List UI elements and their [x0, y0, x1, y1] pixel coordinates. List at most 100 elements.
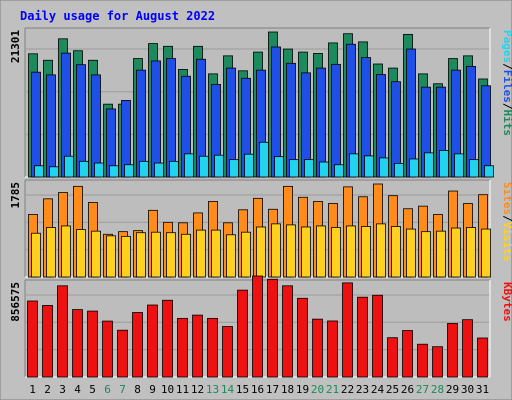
- x-tick-day-29: 29: [446, 383, 459, 396]
- bar-kbytes-day-1: [27, 300, 38, 378]
- bar-kbytes-day-29: [447, 323, 458, 378]
- x-tick-day-15: 15: [236, 383, 249, 396]
- bar-pages-day-10: [169, 160, 179, 178]
- x-tick-day-14: 14: [221, 383, 235, 396]
- x-tick-day-6: 6: [104, 383, 111, 396]
- bar-pages-day-11: [184, 153, 194, 178]
- bar-kbytes-day-10: [162, 299, 173, 378]
- bar-pages-day-3: [64, 155, 74, 178]
- legend-item: Pages: [501, 30, 512, 63]
- bar-pages-day-6: [109, 165, 119, 178]
- bar-files-day-9: [151, 60, 161, 178]
- bar-pages-day-9: [154, 162, 164, 178]
- bar-sites-day-16: [256, 226, 266, 278]
- bar-sites-day-13: [211, 229, 221, 278]
- bar-sites-day-22: [346, 225, 356, 278]
- legend-item: Sites: [501, 182, 512, 215]
- bar-sites-day-27: [421, 231, 431, 278]
- x-tick-day-27: 27: [416, 383, 429, 396]
- bar-kbytes-day-22: [342, 282, 353, 378]
- x-tick-day-19: 19: [296, 383, 309, 396]
- x-tick-day-2: 2: [44, 383, 51, 396]
- x-tick-day-7: 7: [119, 383, 126, 396]
- x-tick-day-25: 25: [386, 383, 399, 396]
- x-tick-day-10: 10: [161, 383, 174, 396]
- bar-kbytes-day-19: [297, 297, 308, 378]
- bar-kbytes-day-17: [267, 278, 278, 378]
- bar-sites-day-4: [76, 229, 86, 278]
- bar-files-day-5: [91, 74, 101, 178]
- bar-pages-day-25: [394, 162, 404, 178]
- bar-kbytes-day-26: [402, 330, 413, 378]
- panel-max-label: 1785: [9, 182, 22, 209]
- bar-sites-day-2: [46, 227, 56, 278]
- bar-pages-day-18: [289, 159, 299, 178]
- bar-pages-day-21: [334, 164, 344, 178]
- bar-pages-day-29: [454, 153, 464, 178]
- x-axis-day-labels: 1 2 3 4 5 6 7 8 9 10 11 12 13 14 15 16 17 18 19 20 21 22 23 24 2…: [29, 383, 489, 396]
- bar-kbytes-day-9: [147, 304, 158, 378]
- bar-sites-day-25: [391, 226, 401, 278]
- bar-sites-day-31: [481, 228, 491, 278]
- bar-pages-day-19: [304, 159, 314, 178]
- bar-kbytes-day-24: [372, 294, 383, 378]
- bar-files-day-21: [331, 63, 341, 178]
- legend-item: KBytes: [501, 282, 512, 322]
- legend-item: /: [501, 63, 512, 70]
- panel-visits_sites: 1785 Sites/Visits: [9, 179, 512, 278]
- bar-kbytes-day-12: [192, 314, 203, 378]
- bar-pages-day-30: [469, 159, 479, 178]
- x-tick-day-11: 11: [176, 383, 189, 396]
- bar-kbytes-day-23: [357, 296, 368, 378]
- bar-pages-day-16: [259, 141, 269, 178]
- bar-pages-day-23: [364, 155, 374, 178]
- bar-kbytes-day-18: [282, 285, 293, 378]
- x-tick-day-4: 4: [74, 383, 81, 396]
- bar-sites-day-8: [136, 232, 146, 278]
- bar-pages-day-22: [349, 153, 359, 178]
- bar-files-day-26: [406, 48, 416, 178]
- bar-pages-day-13: [214, 154, 224, 178]
- x-tick-day-28: 28: [431, 383, 444, 396]
- x-tick-day-16: 16: [251, 383, 264, 396]
- bar-kbytes-day-4: [72, 309, 83, 378]
- bar-sites-day-29: [451, 227, 461, 278]
- bar-sites-day-6: [106, 235, 116, 278]
- panel-legend: Sites/Visits: [501, 182, 512, 262]
- bar-kbytes-day-13: [207, 317, 218, 378]
- x-tick-day-24: 24: [371, 383, 385, 396]
- bar-pages-day-8: [139, 160, 149, 178]
- panel-max-label: 856575: [9, 282, 22, 322]
- panel-max-label: 21301: [9, 30, 22, 63]
- bar-sites-day-30: [466, 227, 476, 278]
- bar-pages-day-17: [274, 156, 284, 178]
- legend-item: Files: [501, 70, 512, 103]
- x-tick-day-1: 1: [29, 383, 36, 396]
- bar-sites-day-9: [151, 231, 161, 278]
- bar-files-day-4: [76, 64, 86, 178]
- bar-sites-day-17: [271, 223, 281, 278]
- bar-kbytes-day-11: [177, 317, 188, 378]
- bar-kbytes-day-15: [237, 289, 248, 378]
- bar-sites-day-21: [331, 227, 341, 278]
- bar-pages-day-31: [484, 165, 494, 178]
- bar-files-day-1: [31, 71, 41, 178]
- bar-sites-day-7: [121, 235, 131, 278]
- bar-pages-day-28: [439, 150, 449, 178]
- bar-files-day-2: [46, 74, 56, 178]
- bar-sites-day-23: [361, 226, 371, 278]
- bar-kbytes-day-3: [57, 285, 68, 378]
- bar-pages-day-4: [79, 160, 89, 178]
- bar-pages-day-7: [124, 164, 134, 178]
- bar-kbytes-day-27: [417, 343, 428, 378]
- x-tick-day-9: 9: [149, 383, 156, 396]
- bar-kbytes-day-28: [432, 346, 443, 378]
- bar-sites-day-18: [286, 224, 296, 278]
- bar-sites-day-11: [181, 233, 191, 278]
- legend-item: /: [501, 103, 512, 110]
- bar-sites-day-12: [196, 229, 206, 278]
- bar-kbytes-day-25: [387, 337, 398, 378]
- bar-sites-day-3: [61, 225, 71, 278]
